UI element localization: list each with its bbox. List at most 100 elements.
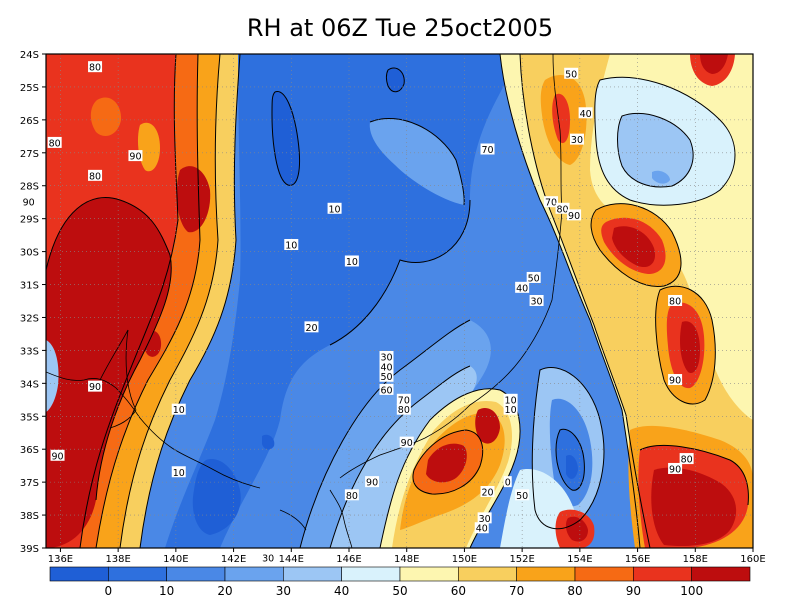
colorbar-swatch [458, 566, 517, 582]
contour-label-bg [88, 380, 103, 392]
contour-label: 10 [173, 468, 185, 479]
lon-label: 152E [509, 554, 534, 565]
contour-label: 90 [669, 376, 681, 387]
contour-label: 10 [505, 405, 517, 416]
contour-label: 80 [669, 297, 681, 308]
contour-label: 50 [565, 69, 577, 80]
colorbar-swatch [283, 566, 342, 582]
colorbar-label: 60 [451, 584, 466, 598]
contour-label-bg [567, 209, 582, 221]
contour-label-bg [555, 202, 570, 214]
lon-label: 156E [625, 554, 650, 565]
contour-label-bg [578, 107, 593, 119]
contour-label: 90 [129, 152, 141, 163]
contour-label: 90 [23, 198, 35, 209]
contour-label-bg [171, 466, 186, 478]
contour-label-bg [379, 350, 394, 362]
contour-label: 10 [173, 405, 185, 416]
lon-label: 144E [279, 554, 304, 565]
contour-label: 80 [398, 405, 410, 416]
coastline [46, 54, 563, 548]
contour-label-bg [88, 169, 103, 181]
contour-label: 50 [516, 491, 528, 502]
contour-label-bg [379, 370, 394, 382]
colorbar-swatch [691, 566, 751, 582]
contour-label: 50 [380, 372, 392, 383]
contour-label-bg [379, 360, 394, 372]
lon-label: 150E [452, 554, 477, 565]
contour-label: 70 [398, 395, 410, 406]
contour-label-bg [480, 486, 495, 498]
contour-label-bg [477, 512, 492, 524]
contour-label-bg [529, 295, 544, 306]
contour-label: 40 [380, 362, 392, 373]
map-title: RH at 06Z Tue 25oct2005 [246, 14, 554, 42]
contour-label-bg [544, 196, 558, 208]
colorbar-swatch [49, 566, 109, 582]
contour-label: 60 [380, 385, 392, 396]
lat-label: 38S [20, 511, 39, 522]
contour-label: 90 [401, 438, 413, 449]
contour-label-bg [344, 489, 359, 501]
colorbar: 0 10 20 30 40 50 60 70 80 90 100 [49, 566, 751, 598]
lat-label: 33S [20, 346, 39, 357]
lon-label: 146E [336, 554, 361, 565]
colorbar-swatch [224, 566, 284, 582]
lat-label: 24S [20, 50, 39, 61]
contour-label-bg [668, 374, 683, 386]
colorbar-label: 70 [509, 584, 524, 598]
plot-frame [45, 53, 754, 549]
contour-label: 20 [305, 323, 317, 334]
colorbar-swatch [108, 566, 167, 582]
lon-label: 142E [221, 554, 246, 565]
lat-label: 37S [20, 478, 39, 489]
lat-label: 28S [20, 182, 39, 193]
lon-label: 138E [105, 554, 130, 565]
lat-label: 31S [20, 281, 39, 292]
lat-label: 27S [20, 149, 39, 160]
lon-label: 160E [740, 554, 765, 565]
contour-label-bg [515, 489, 530, 501]
lat-label: 25S [20, 83, 39, 94]
contour-label-bg [379, 383, 394, 395]
colorbar-label: 90 [626, 584, 641, 598]
colorbar-swatch [516, 566, 576, 582]
lat-label: 36S [20, 445, 39, 456]
contour-label-bg [668, 295, 683, 306]
contour-label: 80 [346, 491, 358, 502]
contour-label-layer: 8080809090909010101010102030405060708090… [21, 61, 694, 564]
contour-label: 40 [476, 524, 488, 535]
lon-label: 136E [48, 554, 73, 565]
contour-label-bg [47, 136, 62, 148]
contour-label-bg [503, 393, 518, 405]
colorbar-label: 0 [105, 584, 113, 598]
lat-label: 34S [20, 379, 39, 390]
contour-label: 30 [262, 553, 274, 564]
contour-label-bg [668, 462, 683, 474]
contour-label: 20 [481, 488, 493, 499]
contour-label: 80 [556, 204, 568, 215]
contour-label-bg [396, 393, 411, 405]
lat-label: 39S [20, 544, 39, 555]
contour-label: 90 [89, 382, 101, 393]
contour-label: 80 [89, 171, 101, 182]
contour-label-bg [128, 150, 143, 162]
contour-label: 70 [545, 198, 557, 209]
contour-label-bg [480, 143, 495, 155]
contour-label-bg [344, 255, 359, 267]
contour-label-bg [365, 476, 380, 488]
contour-label: 70 [481, 145, 493, 156]
contour-label-bg [261, 551, 276, 563]
contour-label-bg [503, 403, 518, 415]
contour-label: 90 [669, 464, 681, 475]
lat-label: 32S [20, 313, 39, 324]
lat-label: 26S [20, 116, 39, 127]
colorbar-label: 50 [392, 584, 407, 598]
contour-label: 40 [580, 109, 592, 120]
contour-label: 0 [505, 478, 511, 489]
contour-label-bg [284, 239, 299, 251]
contour-label-bg [564, 67, 579, 79]
lat-label: 35S [20, 412, 39, 423]
colorbar-swatch [341, 566, 401, 582]
